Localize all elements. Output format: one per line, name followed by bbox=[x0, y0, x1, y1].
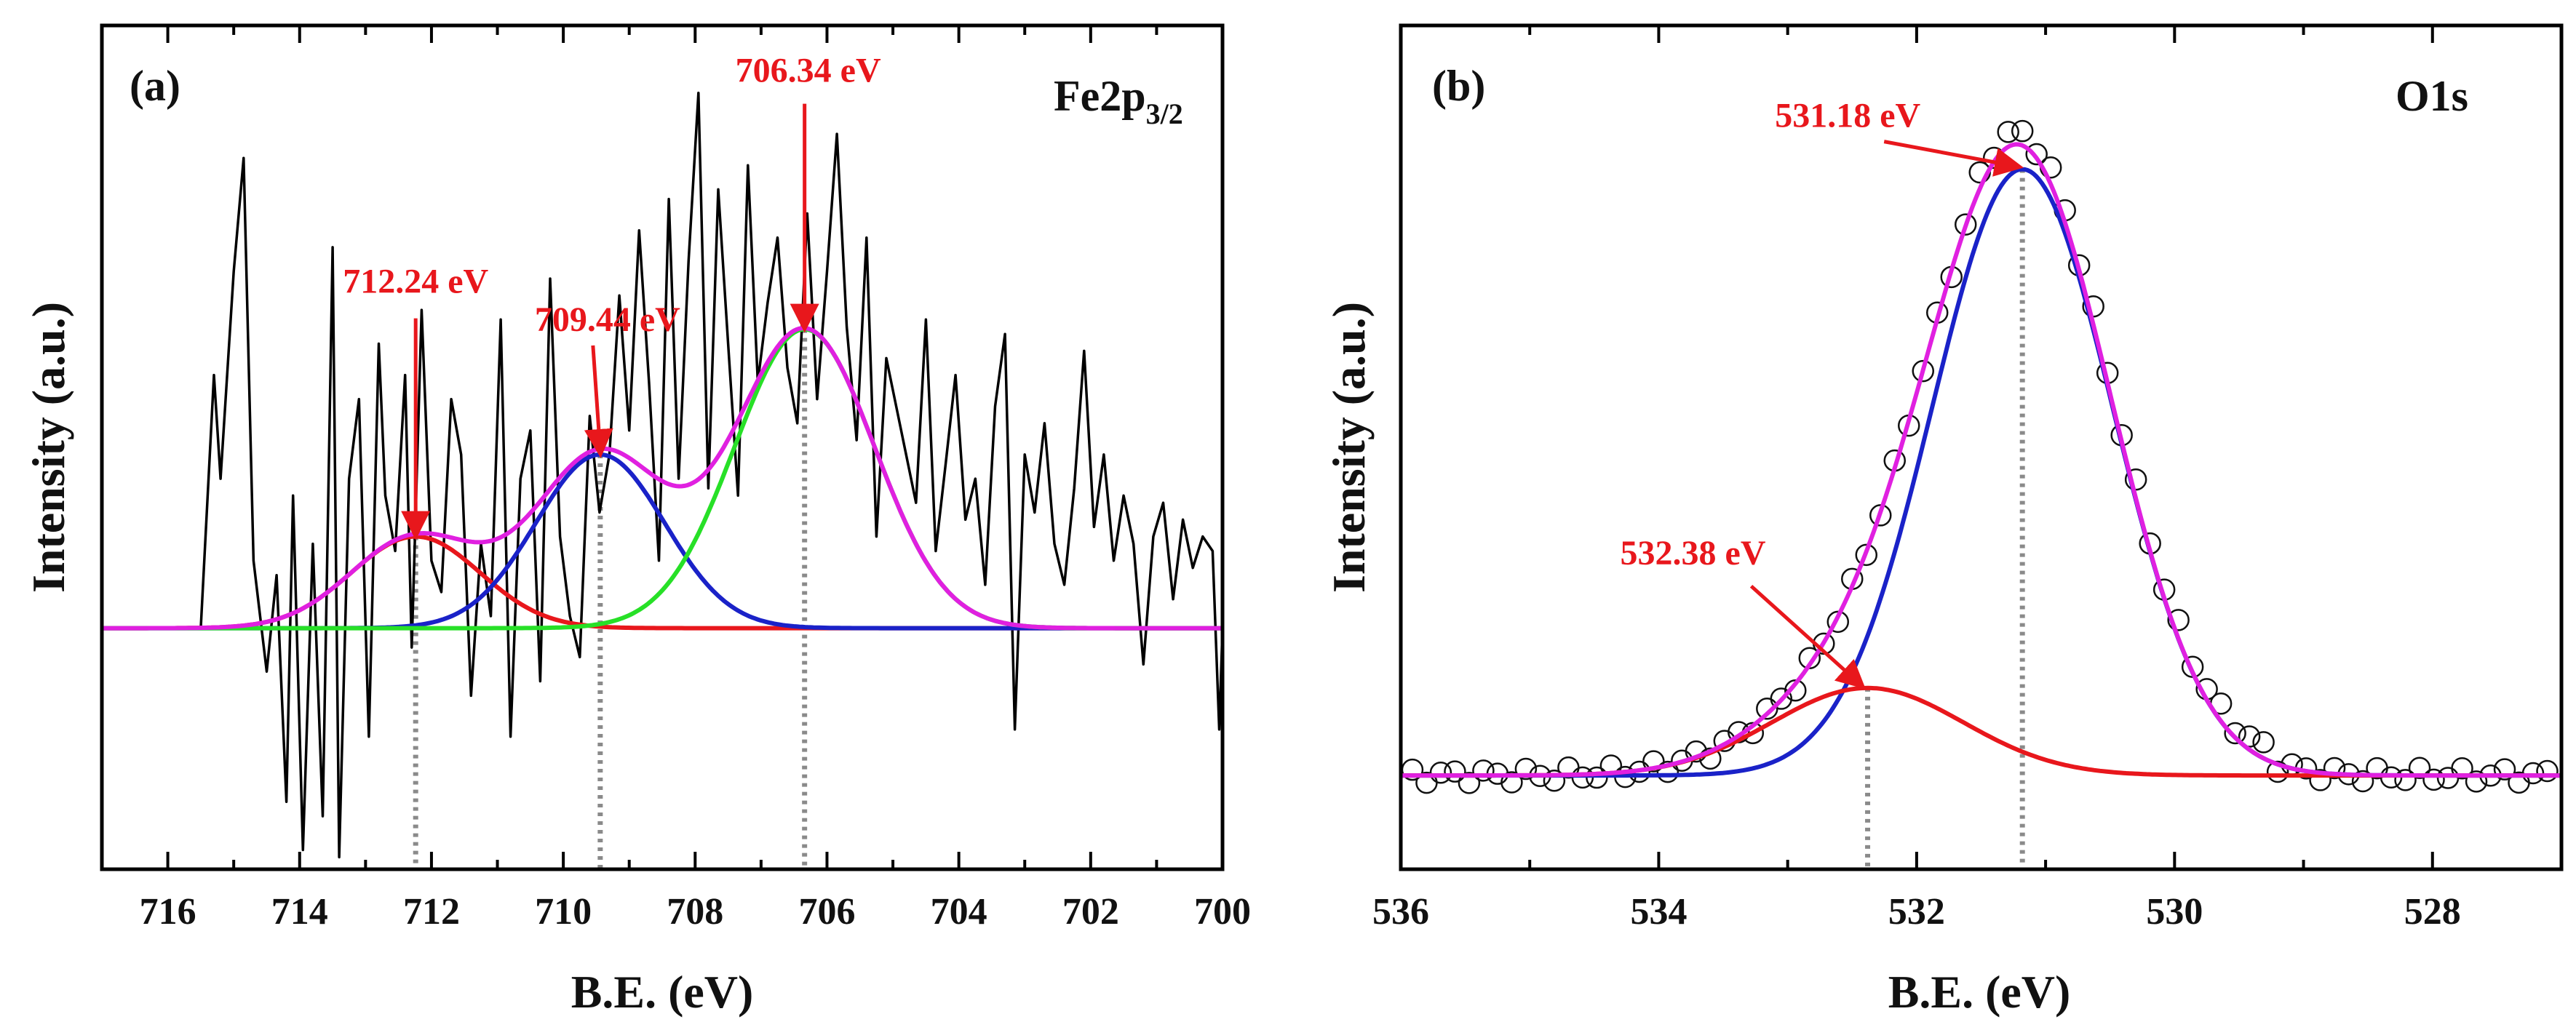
panel-b-raw-data-point bbox=[1543, 770, 1566, 792]
panel-b-raw-data-point bbox=[1444, 760, 1466, 783]
panel-b-x-label: B.E. (eV) bbox=[1888, 966, 2071, 1018]
panel-b-raw-data-point bbox=[2167, 609, 2190, 631]
panel-b-raw-data-point bbox=[1656, 760, 1679, 783]
panel-b-x-axis: 536 534 532 530 528 bbox=[1372, 25, 2563, 933]
panel-b-raw-data-point bbox=[2422, 768, 2445, 791]
panel-b-raw-data-point bbox=[1642, 750, 1665, 772]
panel-b-raw-data-point bbox=[2351, 770, 2374, 793]
panel-a-x-label: B.E. (eV) bbox=[571, 966, 754, 1018]
panel-a-y-label: Intensity (a.u.) bbox=[23, 302, 74, 593]
panel-b-peak-label-0: 531.18 eV bbox=[1775, 97, 1920, 135]
panel-a-x-tick-label: 704 bbox=[931, 891, 987, 933]
panel-b-raw-data-point bbox=[1997, 121, 2019, 143]
panel-b-plot-area bbox=[1401, 119, 2561, 869]
panel-a-title-subscript: 3/2 bbox=[1146, 97, 1183, 130]
panel-a-clipped-content bbox=[102, 92, 1223, 869]
panel-a-peak-label-0: 712.24 eV bbox=[343, 263, 488, 301]
panel-b-x-tick-label: 528 bbox=[2404, 891, 2461, 933]
panel-a-envelope-line bbox=[102, 326, 1223, 631]
panel-b-x-tick-label: 532 bbox=[1888, 891, 1945, 933]
panel-b-raw-data-point bbox=[2309, 769, 2331, 791]
panel-a-annotations: 712.24 eV 709.44 eV 706.34 eV bbox=[343, 52, 881, 540]
panel-a-x-tick-label: 712 bbox=[403, 891, 460, 933]
panel-a-plot-area bbox=[102, 92, 1223, 869]
panel-a-tag: (a) bbox=[130, 62, 180, 110]
panel-a-title: Fe2p3/2 bbox=[1054, 72, 1183, 130]
panel-b-raw-data-point bbox=[1912, 359, 1934, 383]
panel-b-raw-data-point bbox=[1770, 687, 1793, 710]
panel-a-peak-arrow-1 bbox=[584, 345, 613, 458]
panel-b-peak-arrow-1 bbox=[1749, 584, 1866, 690]
panel-b-component-peak-1 bbox=[1401, 685, 2561, 778]
panel-a: 716 714 712 710 708 706 704 702 700 (a) Fe2p3/2 … bbox=[23, 23, 1251, 1018]
panel-b-raw-data-point bbox=[2451, 756, 2473, 780]
panel-a-x-tick-label: 708 bbox=[667, 891, 723, 933]
panel-b-raw-data-point bbox=[1458, 772, 1481, 794]
panel-b-frame bbox=[1399, 23, 2564, 871]
panel-b-raw-data-point bbox=[2238, 725, 2261, 748]
panel-a-x-tick-label: 702 bbox=[1062, 891, 1119, 933]
panel-b: 536 534 532 530 528 (b) O1s B.E. (eV) Intens… bbox=[1323, 23, 2564, 1018]
panel-b-raw-data-point bbox=[2252, 731, 2275, 754]
panel-b-raw-data-point bbox=[1500, 771, 1523, 794]
panel-b-raw-data-point bbox=[2394, 769, 2417, 791]
panel-b-peak-arrow-0 bbox=[1883, 140, 2024, 177]
panel-b-raw-data-point bbox=[2224, 722, 2246, 745]
panel-b-raw-data-point bbox=[1472, 759, 1495, 782]
panel-b-peak-label-1: 532.38 eV bbox=[1621, 534, 1766, 572]
panel-a-x-tick-label: 700 bbox=[1194, 891, 1251, 933]
panel-a-x-tick-label: 716 bbox=[140, 891, 196, 933]
panel-a-x-tick-label: 710 bbox=[535, 891, 592, 933]
panel-b-envelope-line bbox=[1401, 142, 2561, 778]
panel-b-y-label: Intensity (a.u.) bbox=[1323, 302, 1375, 593]
panel-b-raw-data-point bbox=[2536, 759, 2559, 783]
panel-a-x-tick-label: 706 bbox=[798, 891, 855, 933]
panel-b-title: O1s bbox=[2396, 72, 2468, 120]
panel-a-title-main: Fe2p bbox=[1054, 72, 1146, 120]
panel-b-tag: (b) bbox=[1432, 62, 1485, 110]
panel-b-component-peak-0 bbox=[1401, 167, 2561, 778]
panel-b-x-tick-label: 534 bbox=[1630, 891, 1687, 933]
panel-a-peak-label-2: 706.34 eV bbox=[736, 52, 881, 90]
panel-b-raw-data-point bbox=[2465, 770, 2488, 793]
panel-a-frame bbox=[100, 23, 1225, 871]
panel-a-raw-data-line bbox=[199, 92, 1223, 859]
panel-b-clipped-content bbox=[1401, 119, 2561, 869]
panel-a-x-tick-label: 714 bbox=[271, 891, 328, 933]
panel-b-raw-data-point bbox=[2493, 758, 2516, 781]
panel-b-raw-data-point bbox=[1855, 543, 1878, 567]
panel-b-raw-data-point bbox=[2011, 119, 2034, 143]
panel-a-peak-label-1: 709.44 eV bbox=[535, 300, 680, 339]
panel-b-raw-data-point bbox=[2521, 762, 2545, 785]
panel-b-x-tick-label: 536 bbox=[1372, 891, 1429, 933]
panel-b-annotations: 531.18 eV 532.38 eV bbox=[1621, 97, 2024, 690]
panel-b-raw-data-point bbox=[2436, 767, 2460, 789]
panel-b-raw-data-point bbox=[1429, 761, 1452, 784]
panel-b-raw-data-point bbox=[2408, 756, 2431, 780]
panel-b-raw-data-point bbox=[2323, 756, 2346, 780]
panel-b-raw-data-point bbox=[2266, 760, 2289, 783]
panel-b-x-tick-label: 530 bbox=[2146, 891, 2203, 933]
panel-b-raw-data-point bbox=[2025, 143, 2048, 166]
panel-b-raw-data-point bbox=[1954, 213, 1977, 236]
panel-a-component-peak-0 bbox=[102, 534, 1223, 631]
panel-a-x-axis: 716 714 712 710 708 706 704 702 700 bbox=[100, 25, 1251, 933]
panel-b-raw-data-point bbox=[1514, 757, 1538, 781]
